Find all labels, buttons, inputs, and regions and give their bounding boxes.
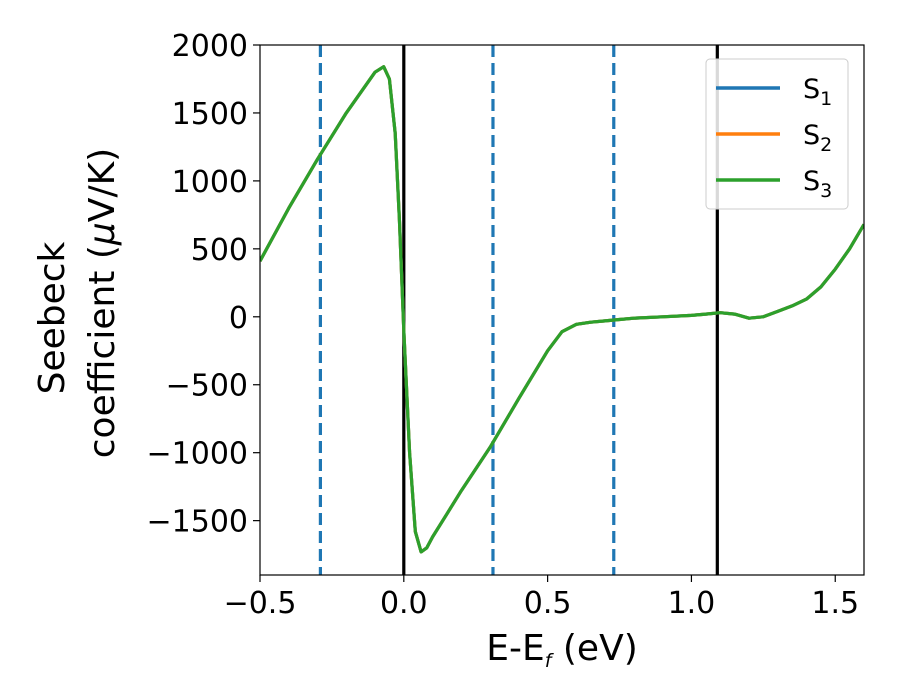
series-layer	[260, 65, 864, 554]
y-tick-label: −1500	[147, 505, 248, 540]
x-tick-label: 0.5	[524, 586, 572, 621]
y-tick-label: 0	[229, 301, 248, 336]
x-axis: −0.5 0.0 0.5 1.0 1.5	[224, 575, 859, 621]
legend-label-s1: S1	[803, 74, 832, 110]
x-tick-label: 1.5	[811, 586, 859, 621]
legend-label-s2: S2	[803, 120, 832, 156]
y-axis-label-mu: μ	[82, 222, 123, 246]
y-tick-label: 1500	[172, 97, 248, 132]
y-axis-label-post: V/K)	[82, 148, 123, 222]
x-axis-label-unit: (eV)	[551, 628, 637, 669]
y-axis-label-pre: coefficient (	[82, 245, 123, 458]
y-axis: 2000 1500 1000 500 0 −500 −1000 −1500	[147, 29, 260, 540]
x-axis-label: E-Ef (eV)	[486, 628, 638, 672]
y-tick-label: −1000	[147, 437, 248, 472]
plot-frame	[259, 44, 865, 576]
legend-label-s3: S3	[803, 166, 832, 202]
x-axis-label-sub: f	[545, 650, 555, 672]
x-tick-label: 1.0	[668, 586, 716, 621]
y-tick-label: 2000	[172, 29, 248, 64]
y-tick-label: 1000	[172, 165, 248, 200]
x-tick-label: −0.5	[224, 586, 297, 621]
y-axis-label-line1: Seebeck	[32, 241, 73, 394]
x-axis-label-main: E-E	[486, 628, 544, 669]
y-tick-label: 500	[191, 233, 248, 268]
series-line-s3	[260, 65, 864, 554]
y-axis-label-line2: coefficient (μV/K)	[82, 148, 123, 458]
legend: S1 S2 S3	[705, 58, 849, 210]
y-tick-label: −500	[166, 369, 248, 404]
reference-lines	[318, 45, 719, 575]
x-tick-label: 0.0	[380, 586, 428, 621]
